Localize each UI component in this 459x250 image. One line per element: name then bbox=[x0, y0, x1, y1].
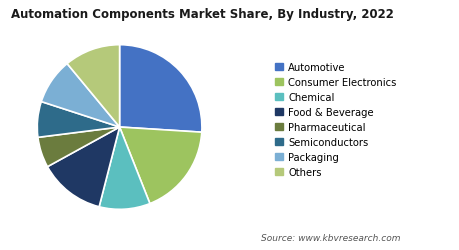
Wedge shape bbox=[38, 128, 119, 167]
Text: Source: www.kbvresearch.com: Source: www.kbvresearch.com bbox=[261, 234, 400, 242]
Legend: Automotive, Consumer Electronics, Chemical, Food & Beverage, Pharmaceutical, Sem: Automotive, Consumer Electronics, Chemic… bbox=[274, 63, 396, 177]
Wedge shape bbox=[47, 128, 119, 207]
Wedge shape bbox=[119, 46, 202, 133]
Wedge shape bbox=[37, 102, 119, 138]
Text: Automation Components Market Share, By Industry, 2022: Automation Components Market Share, By I… bbox=[11, 8, 393, 20]
Wedge shape bbox=[119, 128, 202, 204]
Wedge shape bbox=[41, 64, 119, 128]
Wedge shape bbox=[67, 46, 119, 128]
Wedge shape bbox=[99, 128, 150, 210]
